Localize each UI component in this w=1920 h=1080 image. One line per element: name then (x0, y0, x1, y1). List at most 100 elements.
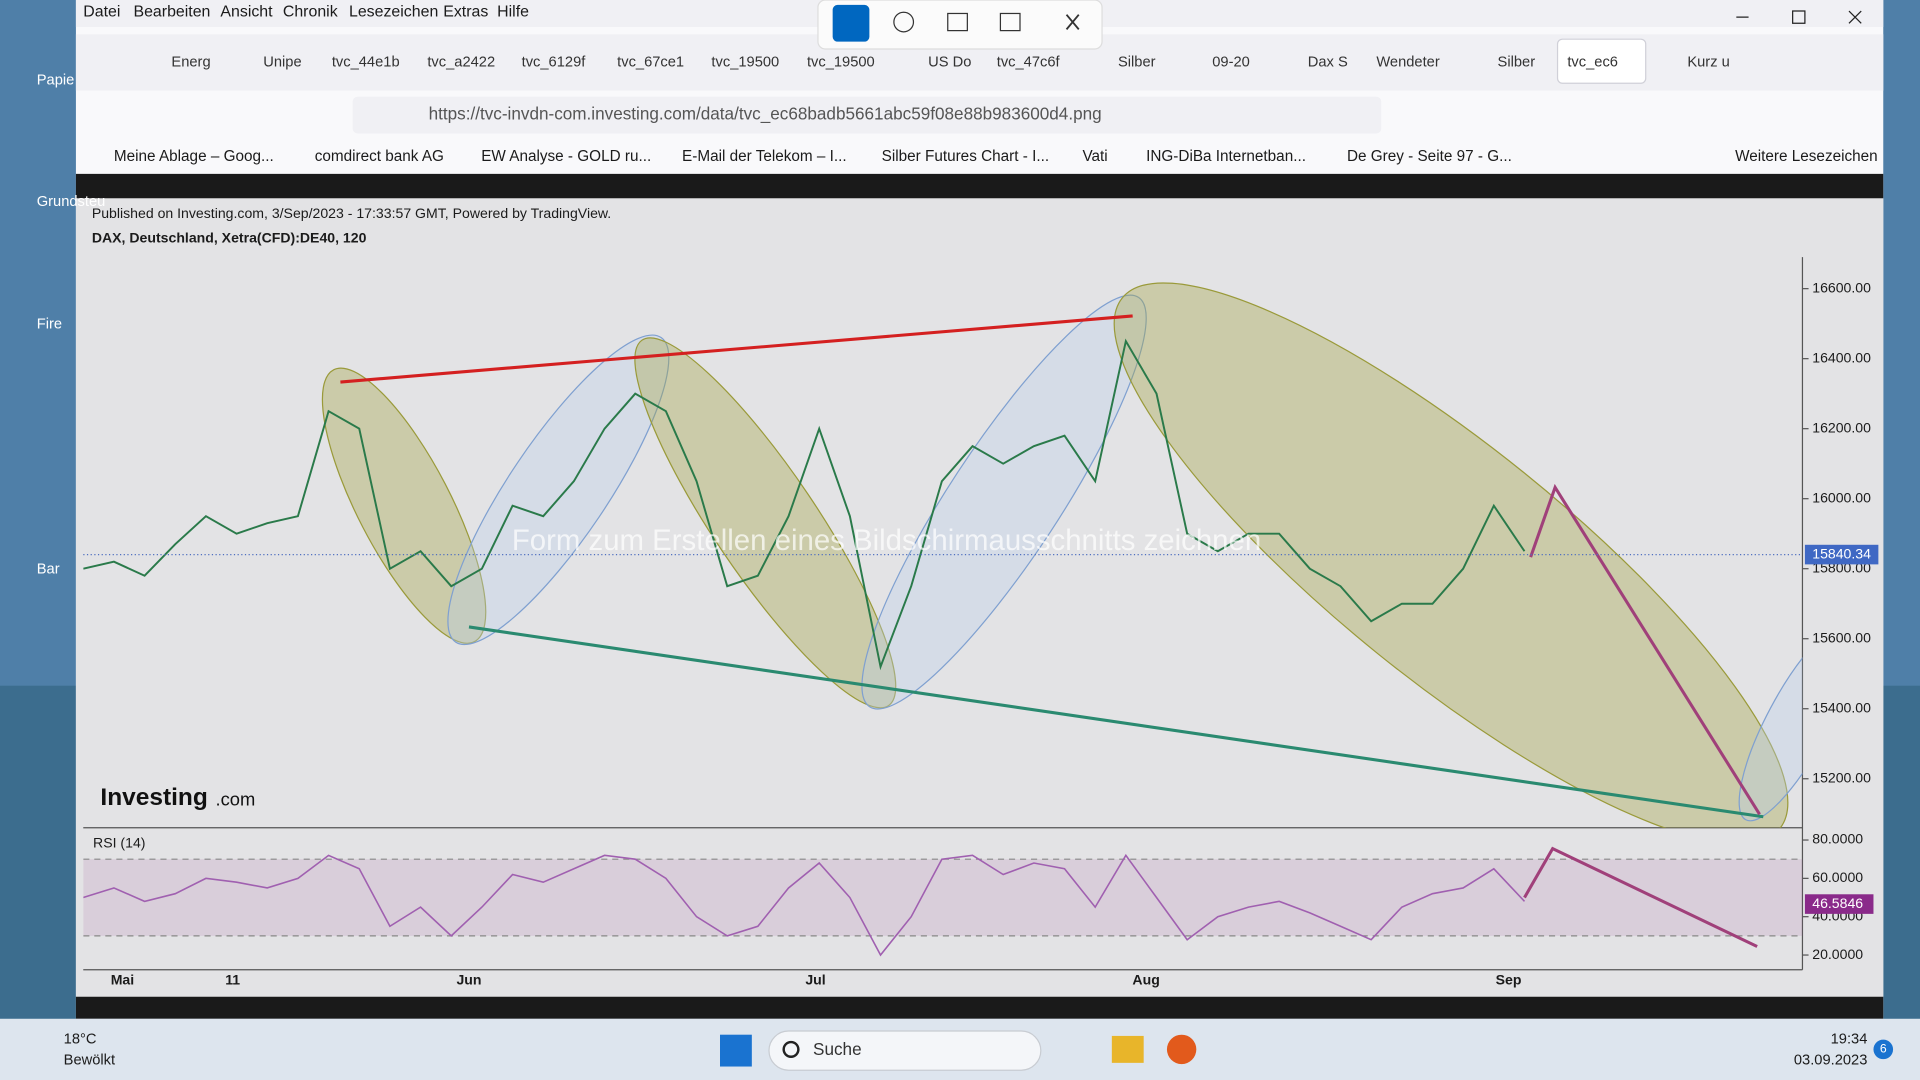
bookmark[interactable]: ING-DiBa Internetban... (1146, 148, 1306, 165)
tab-title[interactable]: 09-20 (1212, 54, 1250, 70)
window-controls[interactable] (1736, 10, 1862, 24)
rsi-forecast (1523, 846, 1758, 948)
rsi-y-tick-label: 60.0000 (1812, 869, 1863, 885)
tab-title[interactable]: Dax S (1308, 54, 1348, 70)
x-tick-label: Mai (111, 972, 134, 988)
tab-title[interactable]: tvc_a2422 (427, 54, 495, 70)
weather-temp: 18°C (64, 1031, 97, 1047)
y-tick-label: 15600.00 (1812, 629, 1871, 645)
tab-title[interactable]: tvc_47c6f (997, 54, 1061, 70)
price-line (83, 338, 1526, 671)
desktop-icon-label: Fire (37, 316, 62, 332)
more-bookmarks[interactable]: Weitere Lesezeichen (1735, 148, 1878, 165)
menu-item[interactable]: Hilfe (497, 3, 529, 20)
snip-rect-button[interactable] (832, 4, 870, 42)
bookmark[interactable]: Vati (1082, 148, 1107, 165)
tab-title[interactable]: Energ (171, 54, 210, 70)
blue-ellipse (447, 334, 670, 646)
search-text[interactable]: Suche (813, 1039, 862, 1059)
snip-full-button[interactable] (999, 12, 1021, 32)
bookmark[interactable]: E-Mail der Telekom – I... (682, 148, 847, 165)
bookmark[interactable]: comdirect bank AG (315, 148, 444, 165)
menu-item[interactable]: Ansicht (220, 3, 273, 20)
last-price-label: 15840.34 (1812, 545, 1871, 561)
x-tick-label: Sep (1496, 972, 1522, 988)
tab-title[interactable]: Silber (1118, 54, 1156, 70)
badge-count: 6 (1880, 1042, 1887, 1056)
desktop-icon-label: Bar (37, 561, 60, 577)
tab-title[interactable]: Kurz u (1687, 54, 1729, 70)
clock-date: 03.09.2023 (1794, 1052, 1868, 1068)
y-tick-label: 15200.00 (1812, 769, 1871, 785)
clock-time: 19:34 (1831, 1031, 1868, 1047)
snip-toolbar (817, 0, 1103, 50)
y-tick-label: 16400.00 (1812, 349, 1871, 365)
tab-title[interactable]: tvc_67ce1 (617, 54, 684, 70)
tab-title[interactable]: US Do (928, 54, 971, 70)
menu-item[interactable]: Extras (443, 3, 488, 20)
tab-title[interactable]: tvc_44e1b (332, 54, 400, 70)
x-tick-label: 11 (225, 972, 240, 988)
tab-title[interactable]: Unipe (263, 54, 301, 70)
watermark: Form zum Erstellen eines Bildschirmaussc… (512, 524, 1261, 557)
snip-close[interactable] (1065, 14, 1080, 30)
x-tick-label: Jun (456, 972, 481, 988)
tab-title[interactable]: tvc_19500 (711, 54, 779, 70)
brand-suffix: .com (216, 789, 256, 810)
desktop-icon-label: Papie (37, 73, 75, 89)
drawings (83, 282, 1803, 828)
rsi-last-label: 46.5846 (1812, 895, 1863, 911)
rsi-last-box (1804, 894, 1874, 914)
x-tick-label: Jul (805, 972, 825, 988)
snip-free-button[interactable] (893, 11, 915, 33)
y-tick-label: 16200.00 (1812, 419, 1871, 435)
menu-item[interactable]: Datei (83, 3, 120, 20)
bookmark[interactable]: EW Analyse - GOLD ru... (481, 148, 651, 165)
search-icon (782, 1040, 800, 1058)
search-box[interactable] (768, 1030, 1042, 1071)
published: Published on Investing.com, 3/Sep/2023 -… (92, 205, 611, 221)
menu-item[interactable]: Bearbeiten (133, 3, 210, 20)
menu-item[interactable]: Lesezeichen (349, 3, 438, 20)
menu-item[interactable]: Chronik (283, 3, 338, 20)
url-field[interactable] (352, 96, 1382, 134)
top-dark-bar (75, 173, 1884, 199)
notification-badge[interactable] (1873, 1039, 1894, 1060)
firefox-icon[interactable] (1166, 1034, 1197, 1065)
rsi-pane (83, 846, 1803, 957)
tab-title[interactable]: tvc_19500 (807, 54, 875, 70)
bookmark[interactable]: De Grey - Seite 97 - G... (1347, 148, 1512, 165)
weather-text: Bewölkt (64, 1052, 115, 1068)
brand: Investing (100, 784, 207, 811)
active-tab[interactable] (1556, 38, 1647, 84)
tab-title[interactable]: tvc_6129f (522, 54, 587, 70)
url[interactable]: https://tvc-invdn-com.investing.com/data… (429, 104, 1102, 124)
trend-red (340, 314, 1133, 384)
rsi-line (83, 853, 1526, 957)
y-tick-label: 15400.00 (1812, 699, 1871, 715)
trend-green (468, 625, 1764, 819)
rsi-band (83, 859, 1803, 936)
last-price-box (1804, 544, 1879, 565)
blue-ellipse (1738, 623, 1803, 822)
olive-ellipse (634, 337, 897, 709)
rsi-y-tick-label: 80.0000 (1812, 831, 1863, 847)
explorer-icon[interactable] (1111, 1035, 1144, 1063)
bookmark[interactable]: Meine Ablage – Goog... (114, 148, 274, 165)
bottom-dark-bar (75, 996, 1884, 1019)
forecast-path (1529, 483, 1761, 816)
tab-title[interactable]: Wendeter (1376, 54, 1440, 70)
rsi-label: RSI (14) (93, 834, 145, 850)
olive-ellipse (1113, 282, 1789, 828)
tab-title[interactable]: tvc_ec6 (1567, 54, 1618, 70)
snip-window-button[interactable] (947, 12, 968, 32)
bookmark[interactable]: Silber Futures Chart - I... (882, 148, 1049, 165)
olive-ellipse (321, 367, 487, 644)
y-tick-label: 16000.00 (1812, 489, 1871, 505)
x-tick-label: Aug (1132, 972, 1159, 988)
desktop-icon-label: Grundsteu (37, 194, 106, 210)
start-button[interactable] (720, 1034, 752, 1067)
tab-title[interactable]: Silber (1498, 54, 1536, 70)
